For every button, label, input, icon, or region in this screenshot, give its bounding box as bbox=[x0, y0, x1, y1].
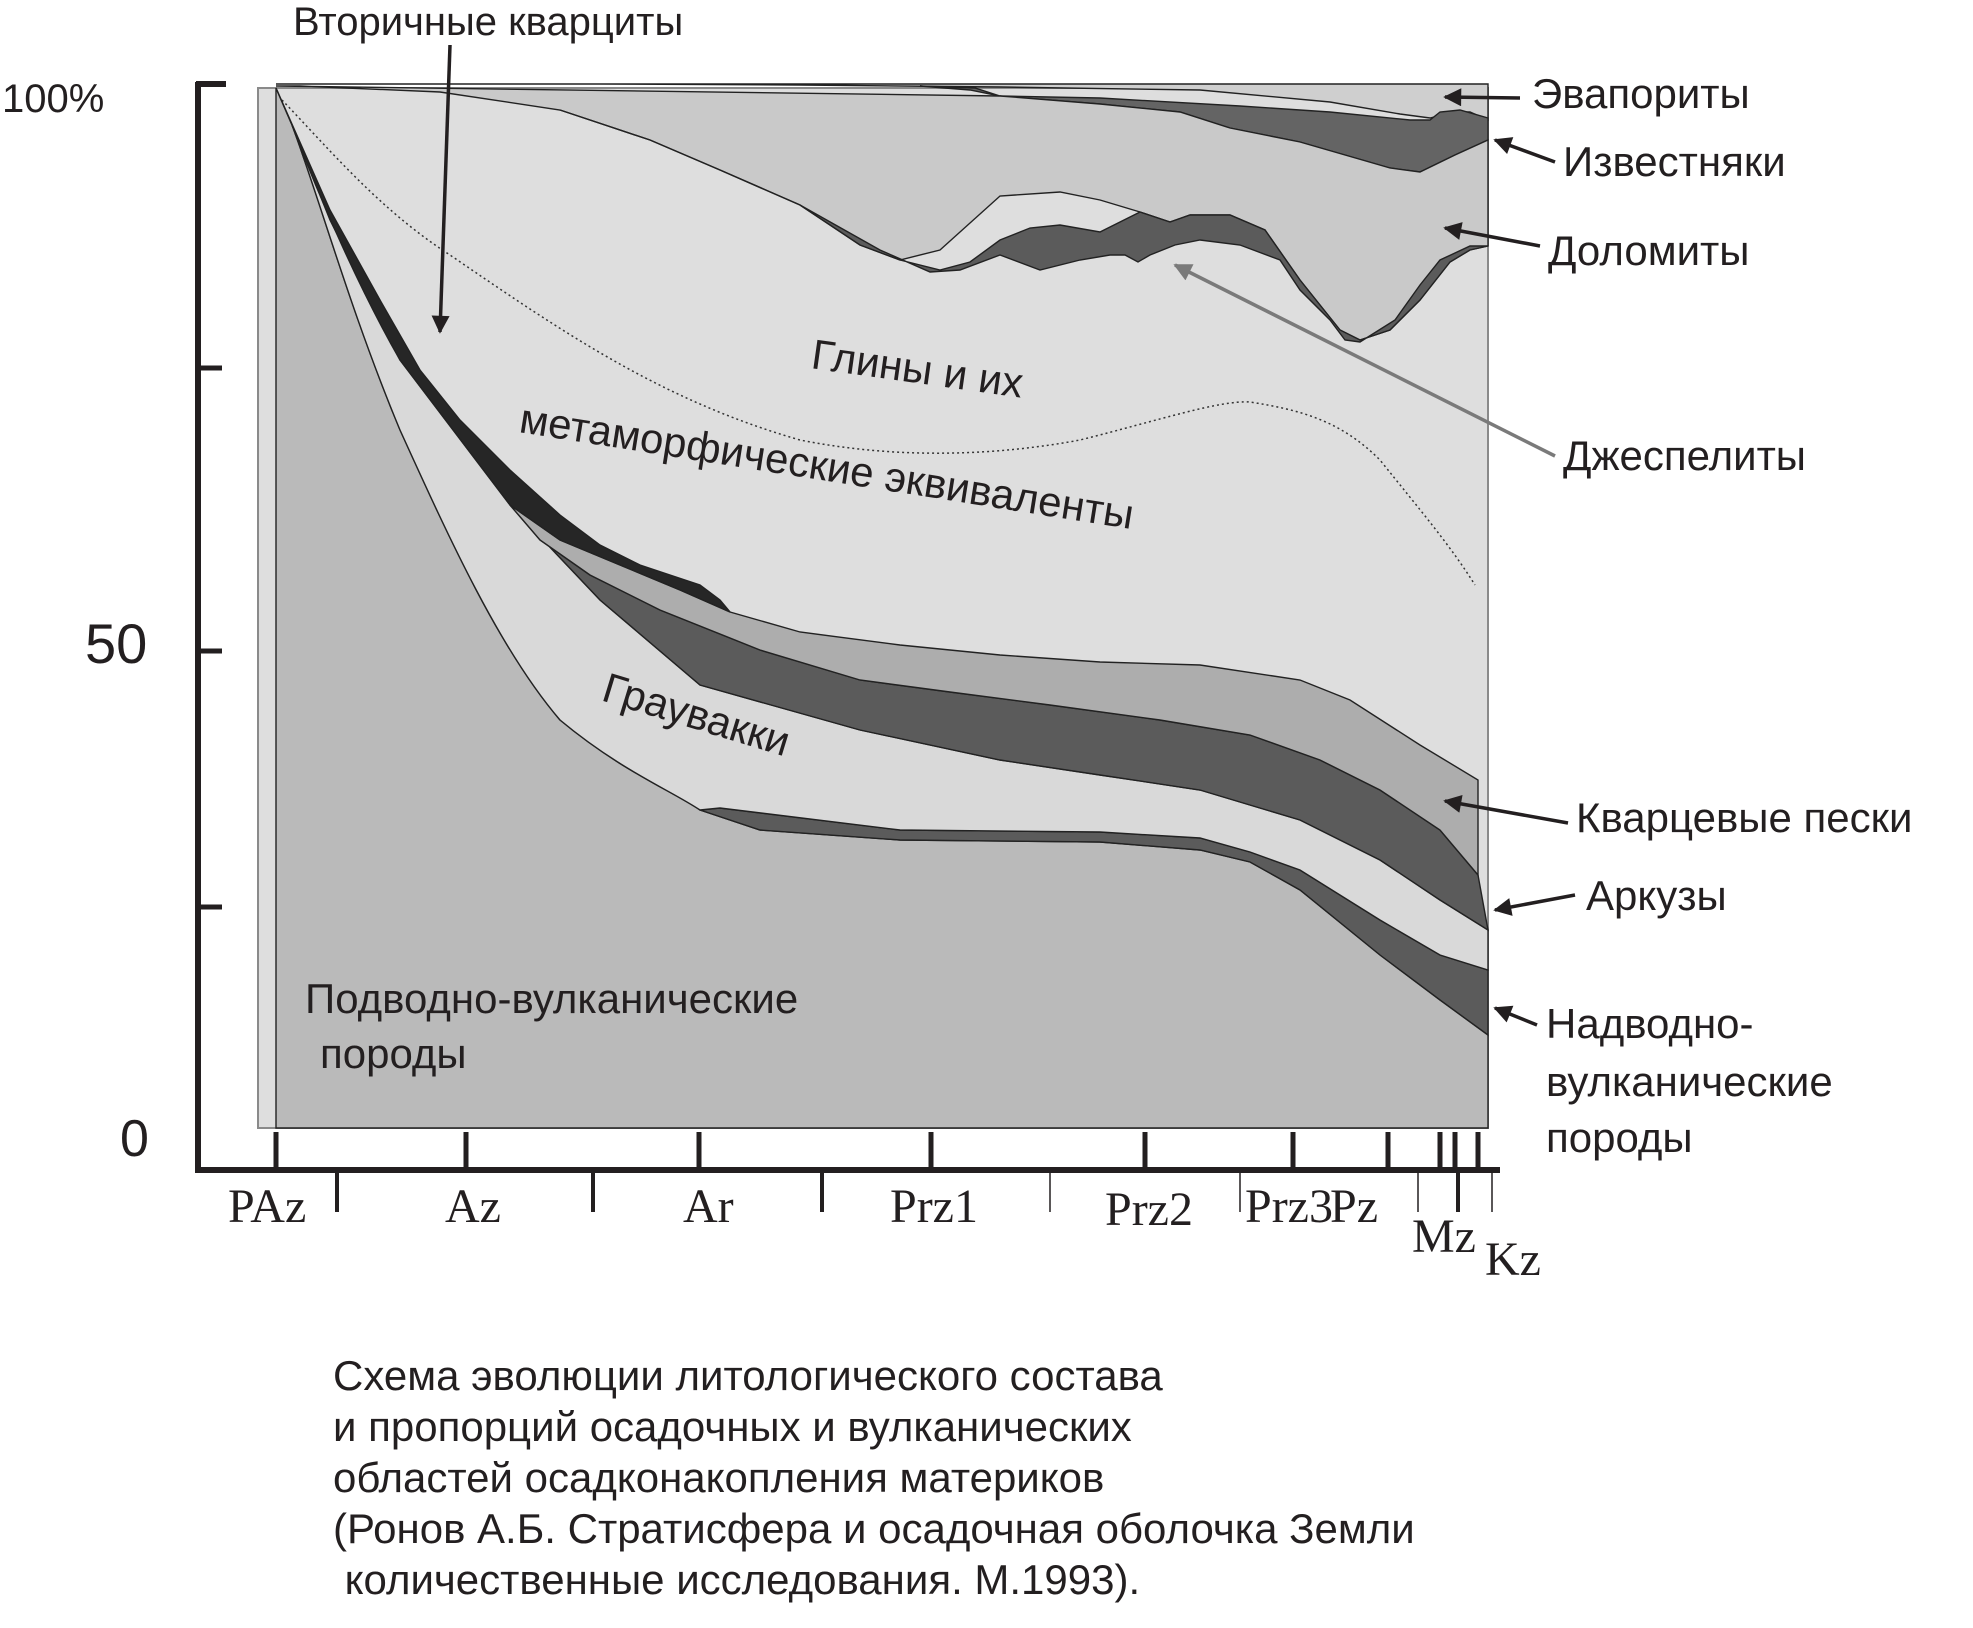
figure-caption: Схема эволюции литологического состава и… bbox=[333, 1350, 1833, 1605]
label-nadvodno-3: породы bbox=[1546, 1114, 1693, 1161]
label-dzhespelity: Джеспелиты bbox=[1563, 432, 1806, 479]
x-upper-ticks bbox=[273, 1132, 1481, 1172]
caption-line-5: количественные исследования. М.1993). bbox=[333, 1556, 1141, 1603]
label-izvestnyaki: Известняки bbox=[1563, 138, 1786, 185]
area-kvartsevye-light bbox=[509, 504, 1479, 877]
x-tick-label-Prz1: Prz1 bbox=[890, 1180, 978, 1233]
area-dzhespelity bbox=[559, 109, 1489, 343]
label-nadvodno-1: Надводно- bbox=[1546, 1000, 1754, 1047]
arrow-vtorichnye bbox=[431, 44, 452, 334]
x-lower-ticks bbox=[335, 1172, 1493, 1212]
x-tick-label-Kz: Kz bbox=[1485, 1233, 1541, 1286]
label-evapority: Эвапориты bbox=[1532, 70, 1750, 117]
x-tick-label-Ar: Ar bbox=[683, 1180, 734, 1233]
x-tick-label-Pz: Pz bbox=[1330, 1180, 1378, 1233]
label-nadvodno-2: вулканические bbox=[1546, 1058, 1833, 1105]
arrow-izvestnyaki bbox=[1493, 137, 1556, 164]
y-tick-label-100: 100% bbox=[2, 77, 104, 121]
y-tick-label-50: 50 bbox=[85, 612, 147, 675]
area-vtorichnye bbox=[275, 87, 731, 613]
annotation-arrows bbox=[431, 44, 1576, 1027]
arrow-arkuzy bbox=[1493, 893, 1576, 916]
x-tick-label-Prz2: Prz2 bbox=[1105, 1183, 1193, 1236]
arrow-evapority bbox=[1443, 88, 1521, 107]
label-podvodno-1: Подводно-вулканические bbox=[305, 975, 798, 1022]
x-tick-label-Prz3: Prz3 bbox=[1245, 1180, 1333, 1233]
label-arkuzy: Аркузы bbox=[1586, 872, 1727, 919]
arrow-dolomity bbox=[1443, 222, 1541, 248]
dotted-line bbox=[281, 99, 1476, 586]
arrow-nadvodno bbox=[1493, 1005, 1538, 1027]
area-layers bbox=[275, 83, 1489, 1129]
x-tick-label-Mz: Mz bbox=[1412, 1210, 1476, 1263]
arrow-kvartsevye bbox=[1443, 794, 1569, 825]
y-tick-label-0: 0 bbox=[120, 1110, 149, 1168]
label-podvodno-2: породы bbox=[320, 1030, 467, 1077]
x-tick-label-PAz: PAz bbox=[228, 1180, 306, 1233]
caption-line-3: областей осадконакопления материков bbox=[333, 1454, 1105, 1501]
label-vtorichnye: Вторичные кварциты bbox=[293, 0, 683, 44]
arrow-dzhespelity bbox=[1173, 263, 1556, 458]
caption-line-4: (Ронов А.Б. Стратисфера и осадочная обол… bbox=[333, 1505, 1415, 1552]
area-grauvakki bbox=[291, 124, 1489, 971]
axes bbox=[195, 81, 1500, 1212]
caption-line-1: Схема эволюции литологического состава bbox=[333, 1352, 1163, 1399]
label-dolomity: Доломиты bbox=[1548, 227, 1749, 274]
label-kvartsevye: Кварцевые пески bbox=[1576, 794, 1912, 841]
x-tick-label-Az: Az bbox=[445, 1180, 501, 1233]
caption-line-2: и пропорций осадочных и вулканических bbox=[333, 1403, 1132, 1450]
